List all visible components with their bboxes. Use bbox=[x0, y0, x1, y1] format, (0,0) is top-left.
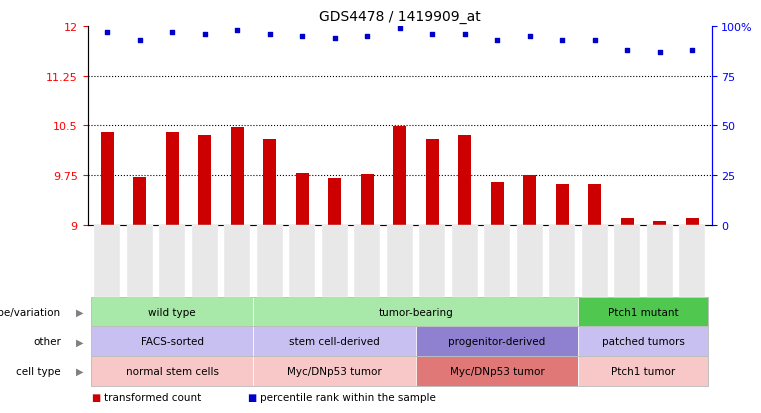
Text: ■: ■ bbox=[91, 392, 100, 403]
Text: FACS-sorted: FACS-sorted bbox=[141, 337, 203, 347]
Point bbox=[621, 47, 633, 54]
Bar bbox=[653, 222, 666, 225]
Text: transformed count: transformed count bbox=[104, 392, 202, 403]
Bar bbox=[361, 174, 374, 225]
Text: cell type: cell type bbox=[16, 366, 61, 376]
Point bbox=[199, 31, 211, 38]
Point bbox=[263, 31, 275, 38]
Bar bbox=[588, 184, 601, 225]
Text: ▶: ▶ bbox=[76, 337, 84, 347]
Bar bbox=[100, 133, 113, 225]
Bar bbox=[231, 128, 244, 225]
Text: ▶: ▶ bbox=[76, 307, 84, 317]
Bar bbox=[263, 139, 276, 225]
Text: wild type: wild type bbox=[148, 307, 196, 317]
Bar bbox=[686, 218, 699, 225]
Text: Ptch1 mutant: Ptch1 mutant bbox=[608, 307, 679, 317]
Bar bbox=[328, 179, 341, 225]
Text: patched tumors: patched tumors bbox=[602, 337, 685, 347]
Text: stem cell-derived: stem cell-derived bbox=[289, 337, 380, 347]
Bar bbox=[491, 182, 504, 225]
Text: other: other bbox=[33, 337, 61, 347]
Bar bbox=[393, 127, 406, 225]
Bar bbox=[620, 218, 633, 225]
Point bbox=[491, 38, 503, 44]
Point bbox=[296, 33, 308, 40]
Text: Ptch1 tumor: Ptch1 tumor bbox=[611, 366, 676, 376]
Title: GDS4478 / 1419909_at: GDS4478 / 1419909_at bbox=[319, 10, 480, 24]
Point bbox=[361, 33, 373, 40]
Point bbox=[329, 36, 341, 42]
Point bbox=[458, 31, 470, 38]
Bar bbox=[425, 139, 438, 225]
Bar bbox=[556, 184, 568, 225]
Text: ▶: ▶ bbox=[76, 366, 84, 376]
Bar bbox=[198, 136, 211, 225]
Point bbox=[393, 26, 406, 32]
Text: normal stem cells: normal stem cells bbox=[126, 366, 218, 376]
Bar bbox=[295, 173, 308, 225]
Point bbox=[133, 38, 145, 44]
Point bbox=[654, 49, 666, 56]
Point bbox=[166, 29, 178, 36]
Bar bbox=[165, 133, 179, 225]
Point bbox=[556, 38, 568, 44]
Text: Myc/DNp53 tumor: Myc/DNp53 tumor bbox=[287, 366, 382, 376]
Point bbox=[686, 47, 698, 54]
Text: percentile rank within the sample: percentile rank within the sample bbox=[260, 392, 436, 403]
Bar bbox=[458, 136, 471, 225]
Point bbox=[426, 31, 438, 38]
Point bbox=[231, 28, 243, 34]
Point bbox=[101, 29, 113, 36]
Bar bbox=[133, 178, 146, 225]
Text: Myc/DNp53 tumor: Myc/DNp53 tumor bbox=[450, 366, 544, 376]
Text: genotype/variation: genotype/variation bbox=[0, 307, 61, 317]
Text: progenitor-derived: progenitor-derived bbox=[448, 337, 546, 347]
Bar bbox=[523, 176, 536, 225]
Point bbox=[524, 33, 536, 40]
Text: tumor-bearing: tumor-bearing bbox=[378, 307, 453, 317]
Point bbox=[588, 38, 600, 44]
Text: ■: ■ bbox=[247, 392, 256, 403]
